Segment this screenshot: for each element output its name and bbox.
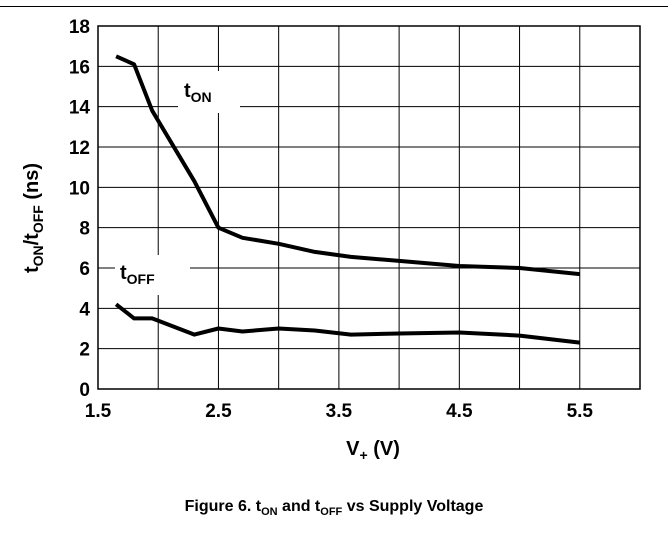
y-tick-label-4: 8 [79, 219, 90, 240]
x-tick-label-4: 5.5 [567, 401, 594, 422]
series-line-ton [115, 54, 581, 277]
plot-frame [97, 25, 641, 390]
y-axis-title-sub1: ON [30, 245, 46, 266]
y-axis-title-sub2: OFF [30, 205, 46, 233]
y-tick-label-2: 4 [79, 299, 90, 320]
x-axis-title-rest: (V) [368, 438, 400, 460]
x-tick-label-0: 1.5 [85, 401, 112, 422]
x-tick-label-2: 3.5 [326, 401, 353, 422]
caption-prefix: Figure 6. t [184, 498, 262, 515]
x-axis-title: V+ (V) [346, 438, 400, 463]
caption-sub-on: ON [261, 506, 278, 519]
y-tick-label-3: 6 [79, 259, 90, 280]
toff-label-bg [115, 255, 190, 295]
ton-label-bg [178, 71, 240, 113]
x-axis-title-sub: + [359, 447, 367, 463]
caption-mid: and t [277, 498, 321, 515]
y-tick-label-6: 12 [69, 138, 90, 159]
y-tick-label-0: 0 [79, 380, 90, 401]
y-tick-label-5: 10 [69, 178, 90, 199]
y-axis-title-mid: /t [21, 233, 43, 246]
caption-sub-off: OFF [320, 506, 343, 519]
x-tick-label-3: 4.5 [446, 401, 473, 422]
y-tick-label-7: 14 [69, 98, 91, 119]
y-axis-title-rest: (ns) [21, 163, 43, 205]
figure-caption: Figure 6. tON and tOFF vs Supply Voltage [0, 498, 668, 518]
ton-label-sub: ON [191, 89, 212, 105]
tick-labels: 0 2 4 6 8 10 12 14 16 18 1.5 2.5 3.5 4.5 5.5 [69, 17, 594, 422]
y-tick-label-8: 16 [69, 57, 90, 78]
series-label-toff: tOFF [120, 262, 155, 287]
toff-label-sub: OFF [127, 271, 155, 287]
y-tick-label-1: 2 [79, 340, 90, 361]
y-axis-title: tON/tOFF (ns) [21, 163, 46, 273]
ton-label-base: t [184, 80, 191, 102]
y-axis-title-base1: t [21, 266, 43, 273]
series-line-toff [114, 302, 581, 345]
toff-label-base: t [120, 262, 127, 284]
x-axis-title-base: V [346, 438, 360, 460]
caption-suffix: vs Supply Voltage [342, 498, 484, 515]
x-tick-label-1: 2.5 [205, 401, 232, 422]
series-label-ton: tON [184, 80, 212, 105]
top-rule [0, 6, 668, 7]
y-tick-label-9: 18 [69, 17, 90, 38]
series-lines [114, 54, 581, 345]
